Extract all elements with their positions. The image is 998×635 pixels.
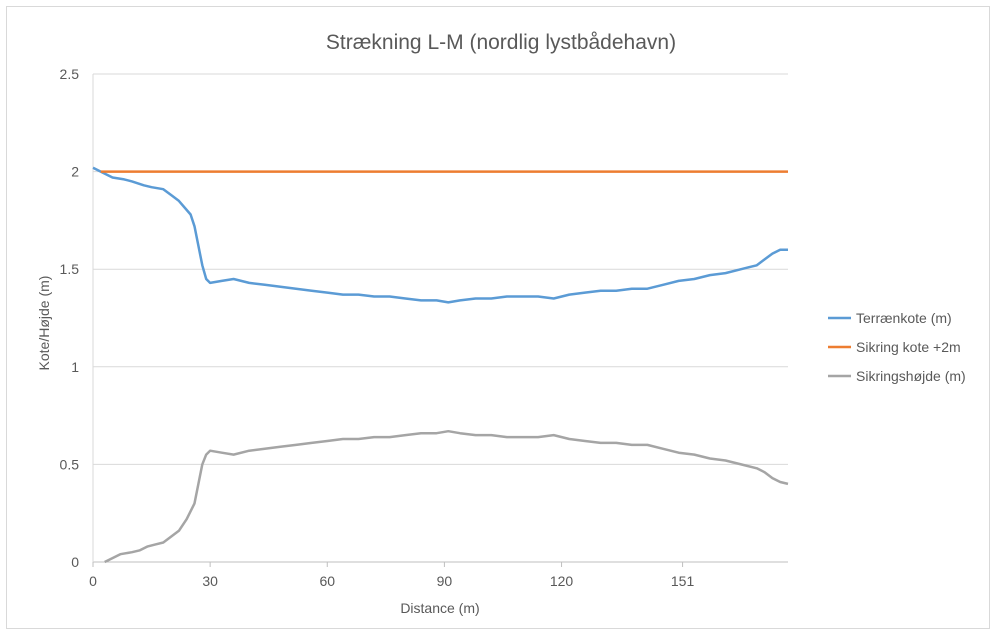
legend: Terrænkote (m) Sikring kote +2m Sikringshø… bbox=[828, 310, 966, 384]
y-axis-label: Kote/Højde (m) bbox=[36, 276, 52, 371]
chart-frame: Strækning L-M (nordlig lystbådehavn) 0 0.… bbox=[6, 6, 990, 629]
x-tick-label: 151 bbox=[671, 573, 695, 589]
y-tick-label: 1.5 bbox=[60, 261, 80, 277]
x-tick-label: 60 bbox=[319, 573, 335, 589]
y-tick-label: 0.5 bbox=[60, 456, 80, 472]
legend-label: Sikringshøjde (m) bbox=[856, 368, 966, 384]
x-axis-label: Distance (m) bbox=[400, 600, 479, 616]
legend-label: Sikring kote +2m bbox=[856, 339, 961, 355]
y-tick-label: 2 bbox=[71, 164, 79, 180]
x-tick-label: 120 bbox=[550, 573, 574, 589]
series-lines bbox=[92, 166, 789, 564]
y-tick-label: 2.5 bbox=[60, 66, 80, 82]
series-line-3 bbox=[104, 429, 789, 564]
y-tick-label: 1 bbox=[71, 359, 79, 375]
line-chart: Strækning L-M (nordlig lystbådehavn) 0 0.… bbox=[36, 31, 966, 616]
grid-lines bbox=[93, 73, 788, 465]
chart-title: Strækning L-M (nordlig lystbådehavn) bbox=[326, 31, 676, 54]
series-line-1 bbox=[92, 166, 788, 304]
x-tick-label: 90 bbox=[437, 573, 453, 589]
legend-label: Terrænkote (m) bbox=[856, 310, 952, 326]
axes: 0 0.5 1 1.5 2 2.5 0 30 60 90 120 151 bbox=[60, 66, 788, 589]
x-tick-label: 30 bbox=[202, 573, 218, 589]
y-tick-label: 0 bbox=[71, 554, 79, 570]
x-tick-label: 0 bbox=[89, 573, 97, 589]
